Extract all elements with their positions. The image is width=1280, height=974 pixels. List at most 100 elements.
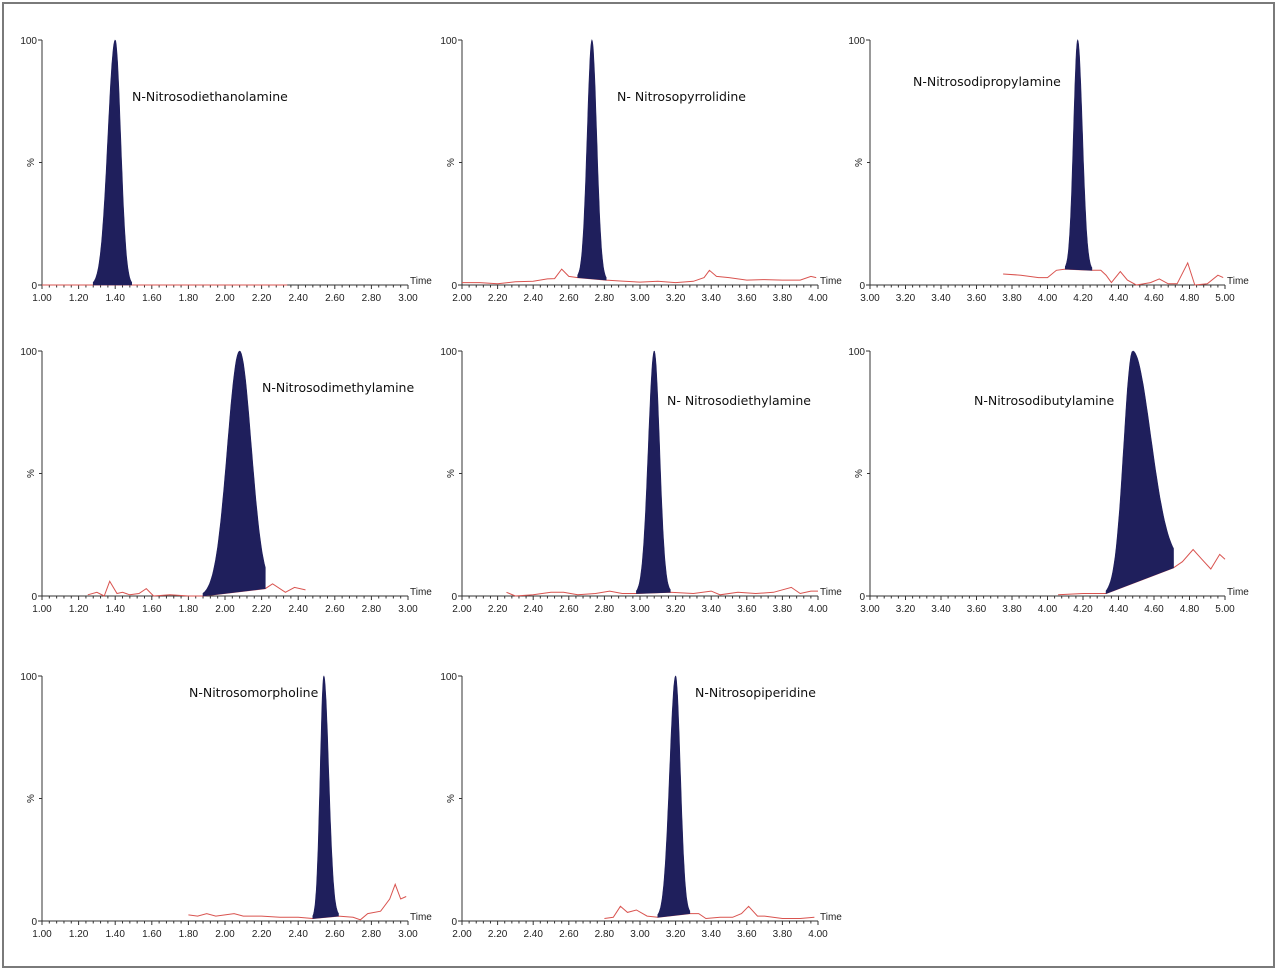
x-tick-label: 4.00 [808, 293, 828, 304]
x-tick-label: 3.00 [860, 293, 880, 304]
compound-label: N-Nitrosomorpholine [189, 685, 319, 700]
x-tick-label: 3.20 [666, 604, 686, 615]
peak-area [657, 675, 691, 918]
x-tick-label: 3.40 [701, 293, 721, 304]
x-tick-label: 2.60 [559, 293, 579, 304]
peak-area [312, 675, 339, 919]
x-tick-label: 1.20 [69, 929, 89, 940]
y-tick-label: 100 [848, 347, 865, 358]
chromatogram-panel: 100 0% 1.00 1.20 1.40 1.60 1.80 2.00 2.20 2.40 2.6… [20, 347, 432, 615]
x-tick-label: 3.00 [860, 604, 880, 615]
y-tick-label: 0 [859, 281, 865, 292]
x-tick-label: 4.00 [808, 604, 828, 615]
y-tick-label: 100 [848, 36, 865, 47]
x-tick-label: 3.00 [630, 604, 650, 615]
baseline-trace [604, 905, 815, 920]
x-tick-label: 2.20 [252, 293, 272, 304]
x-tick-label: 2.40 [523, 604, 543, 615]
x-axis-label: Time [1227, 276, 1249, 287]
x-tick-label: 3.40 [701, 604, 721, 615]
x-tick-label: 1.60 [142, 929, 162, 940]
y-tick-label: 0 [31, 917, 37, 928]
x-tick-label: 3.40 [931, 293, 951, 304]
x-tick-label: 5.00 [1215, 293, 1235, 304]
compound-label: N-Nitrosodipropylamine [913, 74, 1061, 89]
baseline-trace [188, 882, 407, 921]
x-tick-label: 3.60 [967, 293, 987, 304]
baseline-trace [87, 580, 306, 597]
chromatogram-panel: 100 0% 2.00 2.20 2.40 2.60 2.80 3.00 3.20 3.40 3.6… [440, 347, 842, 615]
y-tick-label: 100 [20, 672, 37, 683]
x-tick-label: 3.40 [701, 929, 721, 940]
x-tick-label: 1.00 [32, 604, 52, 615]
x-tick-label: 4.00 [808, 929, 828, 940]
peak-area [1105, 350, 1174, 594]
x-tick-label: 3.00 [398, 929, 418, 940]
x-tick-label: 3.60 [737, 604, 757, 615]
baseline-trace [1058, 548, 1226, 596]
compound-label: N-Nitrosopiperidine [695, 685, 816, 700]
x-tick-label: 3.60 [737, 929, 757, 940]
chromatogram-panel: 100 0% 1.00 1.20 1.40 1.60 1.80 2.00 2.20 2.40 2.6… [20, 36, 432, 304]
x-tick-label: 3.20 [666, 293, 686, 304]
x-axis-label: Time [820, 276, 842, 287]
x-tick-label: 3.80 [1002, 604, 1022, 615]
y-tick-label: 100 [440, 347, 457, 358]
x-tick-label: 3.00 [630, 929, 650, 940]
x-tick-label: 3.20 [896, 293, 916, 304]
y-tick-label: 0 [451, 917, 457, 928]
x-tick-label: 2.80 [595, 293, 615, 304]
x-tick-label: 1.60 [142, 604, 162, 615]
x-tick-label: 2.60 [559, 604, 579, 615]
compound-label: N-Nitrosodiethanolamine [132, 89, 288, 104]
x-tick-label: 1.00 [32, 929, 52, 940]
x-tick-label: 2.60 [559, 929, 579, 940]
y-tick-label: 0 [451, 281, 457, 292]
baseline-trace [462, 268, 817, 285]
x-tick-label: 3.00 [398, 293, 418, 304]
chromatogram-panel: 100 0% 3.00 3.20 3.40 3.60 3.80 4.00 4.20 4.40 4.6… [848, 36, 1249, 304]
y-axis-label: % [854, 158, 865, 167]
y-axis-label: % [26, 158, 37, 167]
x-tick-label: 1.20 [69, 293, 89, 304]
x-tick-label: 4.20 [1073, 293, 1093, 304]
x-tick-label: 1.80 [179, 293, 199, 304]
y-axis-label: % [446, 469, 457, 478]
y-tick-label: 0 [859, 592, 865, 603]
x-tick-label: 3.80 [773, 929, 793, 940]
compound-label: N- Nitrosopyrrolidine [617, 89, 746, 104]
x-tick-label: 3.80 [773, 604, 793, 615]
x-axis-label: Time [820, 912, 842, 923]
x-tick-label: 3.00 [398, 604, 418, 615]
compound-label: N- Nitrosodiethylamine [667, 393, 811, 408]
x-tick-label: 2.00 [215, 604, 235, 615]
y-axis-label: % [26, 469, 37, 478]
x-tick-label: 1.80 [179, 929, 199, 940]
y-tick-label: 0 [31, 592, 37, 603]
x-tick-label: 2.40 [523, 929, 543, 940]
chromatogram-panel: 100 0% 2.00 2.20 2.40 2.60 2.80 3.00 3.20 3.40 3.6… [440, 36, 842, 304]
x-tick-label: 2.00 [215, 293, 235, 304]
x-tick-label: 2.20 [488, 293, 508, 304]
compound-label: N-Nitrosodibutylamine [974, 393, 1115, 408]
peak-area [577, 39, 607, 281]
y-tick-label: 100 [20, 347, 37, 358]
x-tick-label: 2.40 [288, 293, 308, 304]
x-tick-label: 4.80 [1180, 604, 1200, 615]
x-tick-label: 2.80 [362, 293, 382, 304]
x-tick-label: 3.80 [773, 293, 793, 304]
y-tick-label: 100 [440, 36, 457, 47]
peak-area [636, 350, 671, 594]
x-tick-label: 3.40 [931, 604, 951, 615]
x-axis-label: Time [1227, 587, 1249, 598]
compound-label: N-Nitrosodimethylamine [262, 380, 414, 395]
x-tick-label: 2.80 [362, 604, 382, 615]
x-tick-label: 2.00 [452, 604, 472, 615]
chromatogram-panel: 100 0% 1.00 1.20 1.40 1.60 1.80 2.00 2.20 2.40 2.6… [20, 672, 432, 940]
x-tick-label: 4.40 [1109, 604, 1129, 615]
x-axis-label: Time [410, 587, 432, 598]
y-axis-label: % [446, 158, 457, 167]
x-tick-label: 1.20 [69, 604, 89, 615]
